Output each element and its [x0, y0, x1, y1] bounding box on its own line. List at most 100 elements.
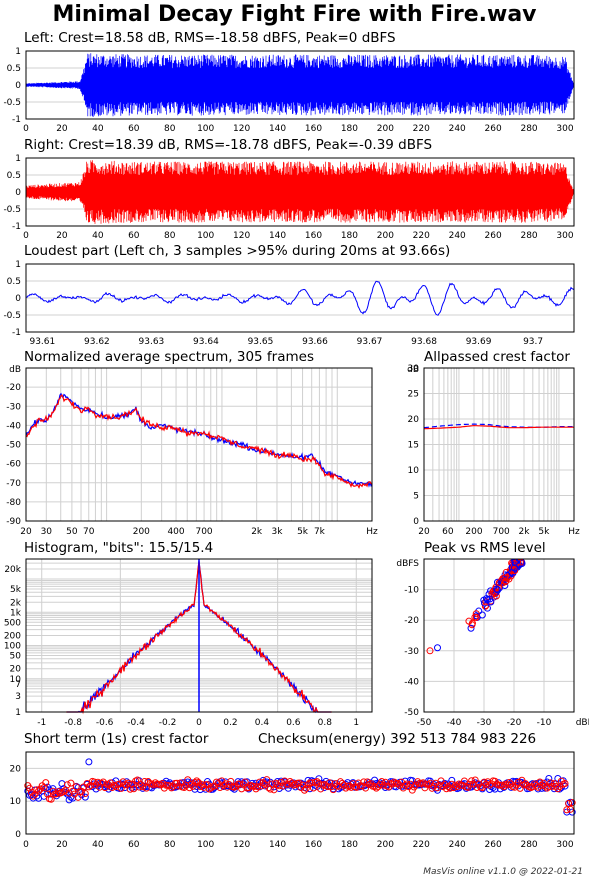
x-tick-label: 3k [271, 527, 283, 537]
x-tick-label: 0.4 [255, 718, 270, 728]
x-tick-label: -1 [37, 718, 46, 728]
x-tick-label: 50 [66, 527, 78, 537]
crest-point [300, 786, 308, 794]
crest-point [184, 776, 192, 784]
crest-point [451, 781, 459, 789]
crest-point [241, 778, 249, 786]
plot-frame [25, 263, 575, 333]
crest-point [342, 784, 350, 792]
x-tick-label: 240 [449, 231, 466, 241]
y-tick-label: 20k [4, 565, 21, 575]
crest-point [336, 778, 344, 786]
crest-point [232, 782, 240, 790]
y-tick-label: 20 [10, 764, 22, 774]
x-tick-label: 1 [353, 718, 359, 728]
crest-point [205, 785, 213, 793]
x-tick-label: -30 [477, 718, 492, 728]
crest-point [561, 779, 569, 787]
crest-point [108, 783, 116, 791]
y-tick-label: 1k [10, 608, 22, 618]
x-tick-label: 400 [167, 527, 184, 537]
crest-point [516, 784, 524, 792]
crest-point [78, 787, 86, 795]
x-tick-label: 240 [449, 124, 466, 134]
waveform-trace [25, 160, 575, 224]
x-tick-label: 93.65 [248, 337, 274, 347]
x-tick-label: 140 [269, 231, 286, 241]
crest-point [189, 782, 197, 790]
right-series-line [25, 394, 373, 490]
x-tick-label: 300 [556, 231, 573, 241]
y-tick-label: -20 [404, 616, 419, 626]
y-tick-label: -1 [12, 115, 21, 125]
x-tick-label: 40 [92, 840, 104, 850]
crest-point [94, 778, 102, 786]
crest-point [545, 783, 553, 791]
x-tick-label: 700 [195, 527, 212, 537]
crest-point [35, 787, 43, 795]
crest-point [250, 783, 258, 791]
x-tick-label: 0 [196, 718, 202, 728]
crest-point [33, 786, 41, 794]
y-tick-label: -30 [6, 402, 21, 412]
y-tick-label: 0.5 [7, 64, 21, 74]
y-tick-label: 1 [15, 47, 21, 57]
x-tick-label: Hz [568, 527, 580, 537]
waveform-trace [25, 53, 575, 117]
crest-point [81, 789, 89, 797]
crest-point [42, 779, 50, 787]
peak-rms-point [487, 598, 495, 606]
crest-point [207, 784, 215, 792]
y-tick-label: 100 [4, 642, 21, 652]
crest-point [67, 779, 75, 787]
y-tick-label: 1 [15, 260, 21, 270]
peak-rms-point [426, 647, 434, 655]
x-tick-label: 700 [493, 527, 510, 537]
crest-point [473, 783, 481, 791]
crest-point [378, 778, 386, 786]
crest-point [133, 776, 141, 784]
x-tick-label: 240 [449, 840, 466, 850]
x-tick-label: 300 [556, 840, 573, 850]
crest-point [142, 784, 150, 792]
y-tick-label: -60 [6, 460, 21, 470]
crest-point [63, 781, 71, 789]
crest-point [469, 780, 477, 788]
crest-point [441, 780, 449, 788]
x-tick-label: 40 [92, 231, 104, 241]
crest-point [313, 778, 321, 786]
crest-point [168, 784, 176, 792]
x-tick-label: Hz [366, 527, 378, 537]
x-tick-label: 180 [341, 231, 358, 241]
crest-point [358, 782, 366, 790]
y-axis-label: dB [407, 365, 419, 375]
y-tick-label: -10 [404, 586, 419, 596]
x-tick-label: 7k [314, 527, 326, 537]
crest-point [123, 781, 131, 789]
x-tick-label: -0.6 [96, 718, 114, 728]
y-tick-label: 0 [15, 81, 21, 91]
x-tick-label: 20 [56, 231, 68, 241]
y-tick-label: 500 [4, 618, 21, 628]
x-tick-label: 260 [485, 840, 502, 850]
crest-point [97, 779, 105, 787]
y-tick-label: -1 [12, 222, 21, 232]
x-tick-label: 280 [520, 231, 537, 241]
crest-point [26, 784, 34, 792]
x-tick-label: 220 [413, 124, 430, 134]
crest-point [60, 785, 68, 793]
x-tick-label: 260 [485, 231, 502, 241]
crest-point [304, 781, 312, 789]
crest-point [390, 778, 398, 786]
crest-point [44, 790, 52, 798]
crest-point [292, 781, 300, 789]
crest-point [317, 785, 325, 793]
peak-rms-point [482, 595, 490, 603]
crest-point [394, 779, 402, 787]
x-tick-label: 300 [556, 124, 573, 134]
crest-point [150, 781, 158, 789]
crest-point [193, 777, 201, 785]
crest-point [274, 777, 282, 785]
crest-point [79, 783, 87, 791]
